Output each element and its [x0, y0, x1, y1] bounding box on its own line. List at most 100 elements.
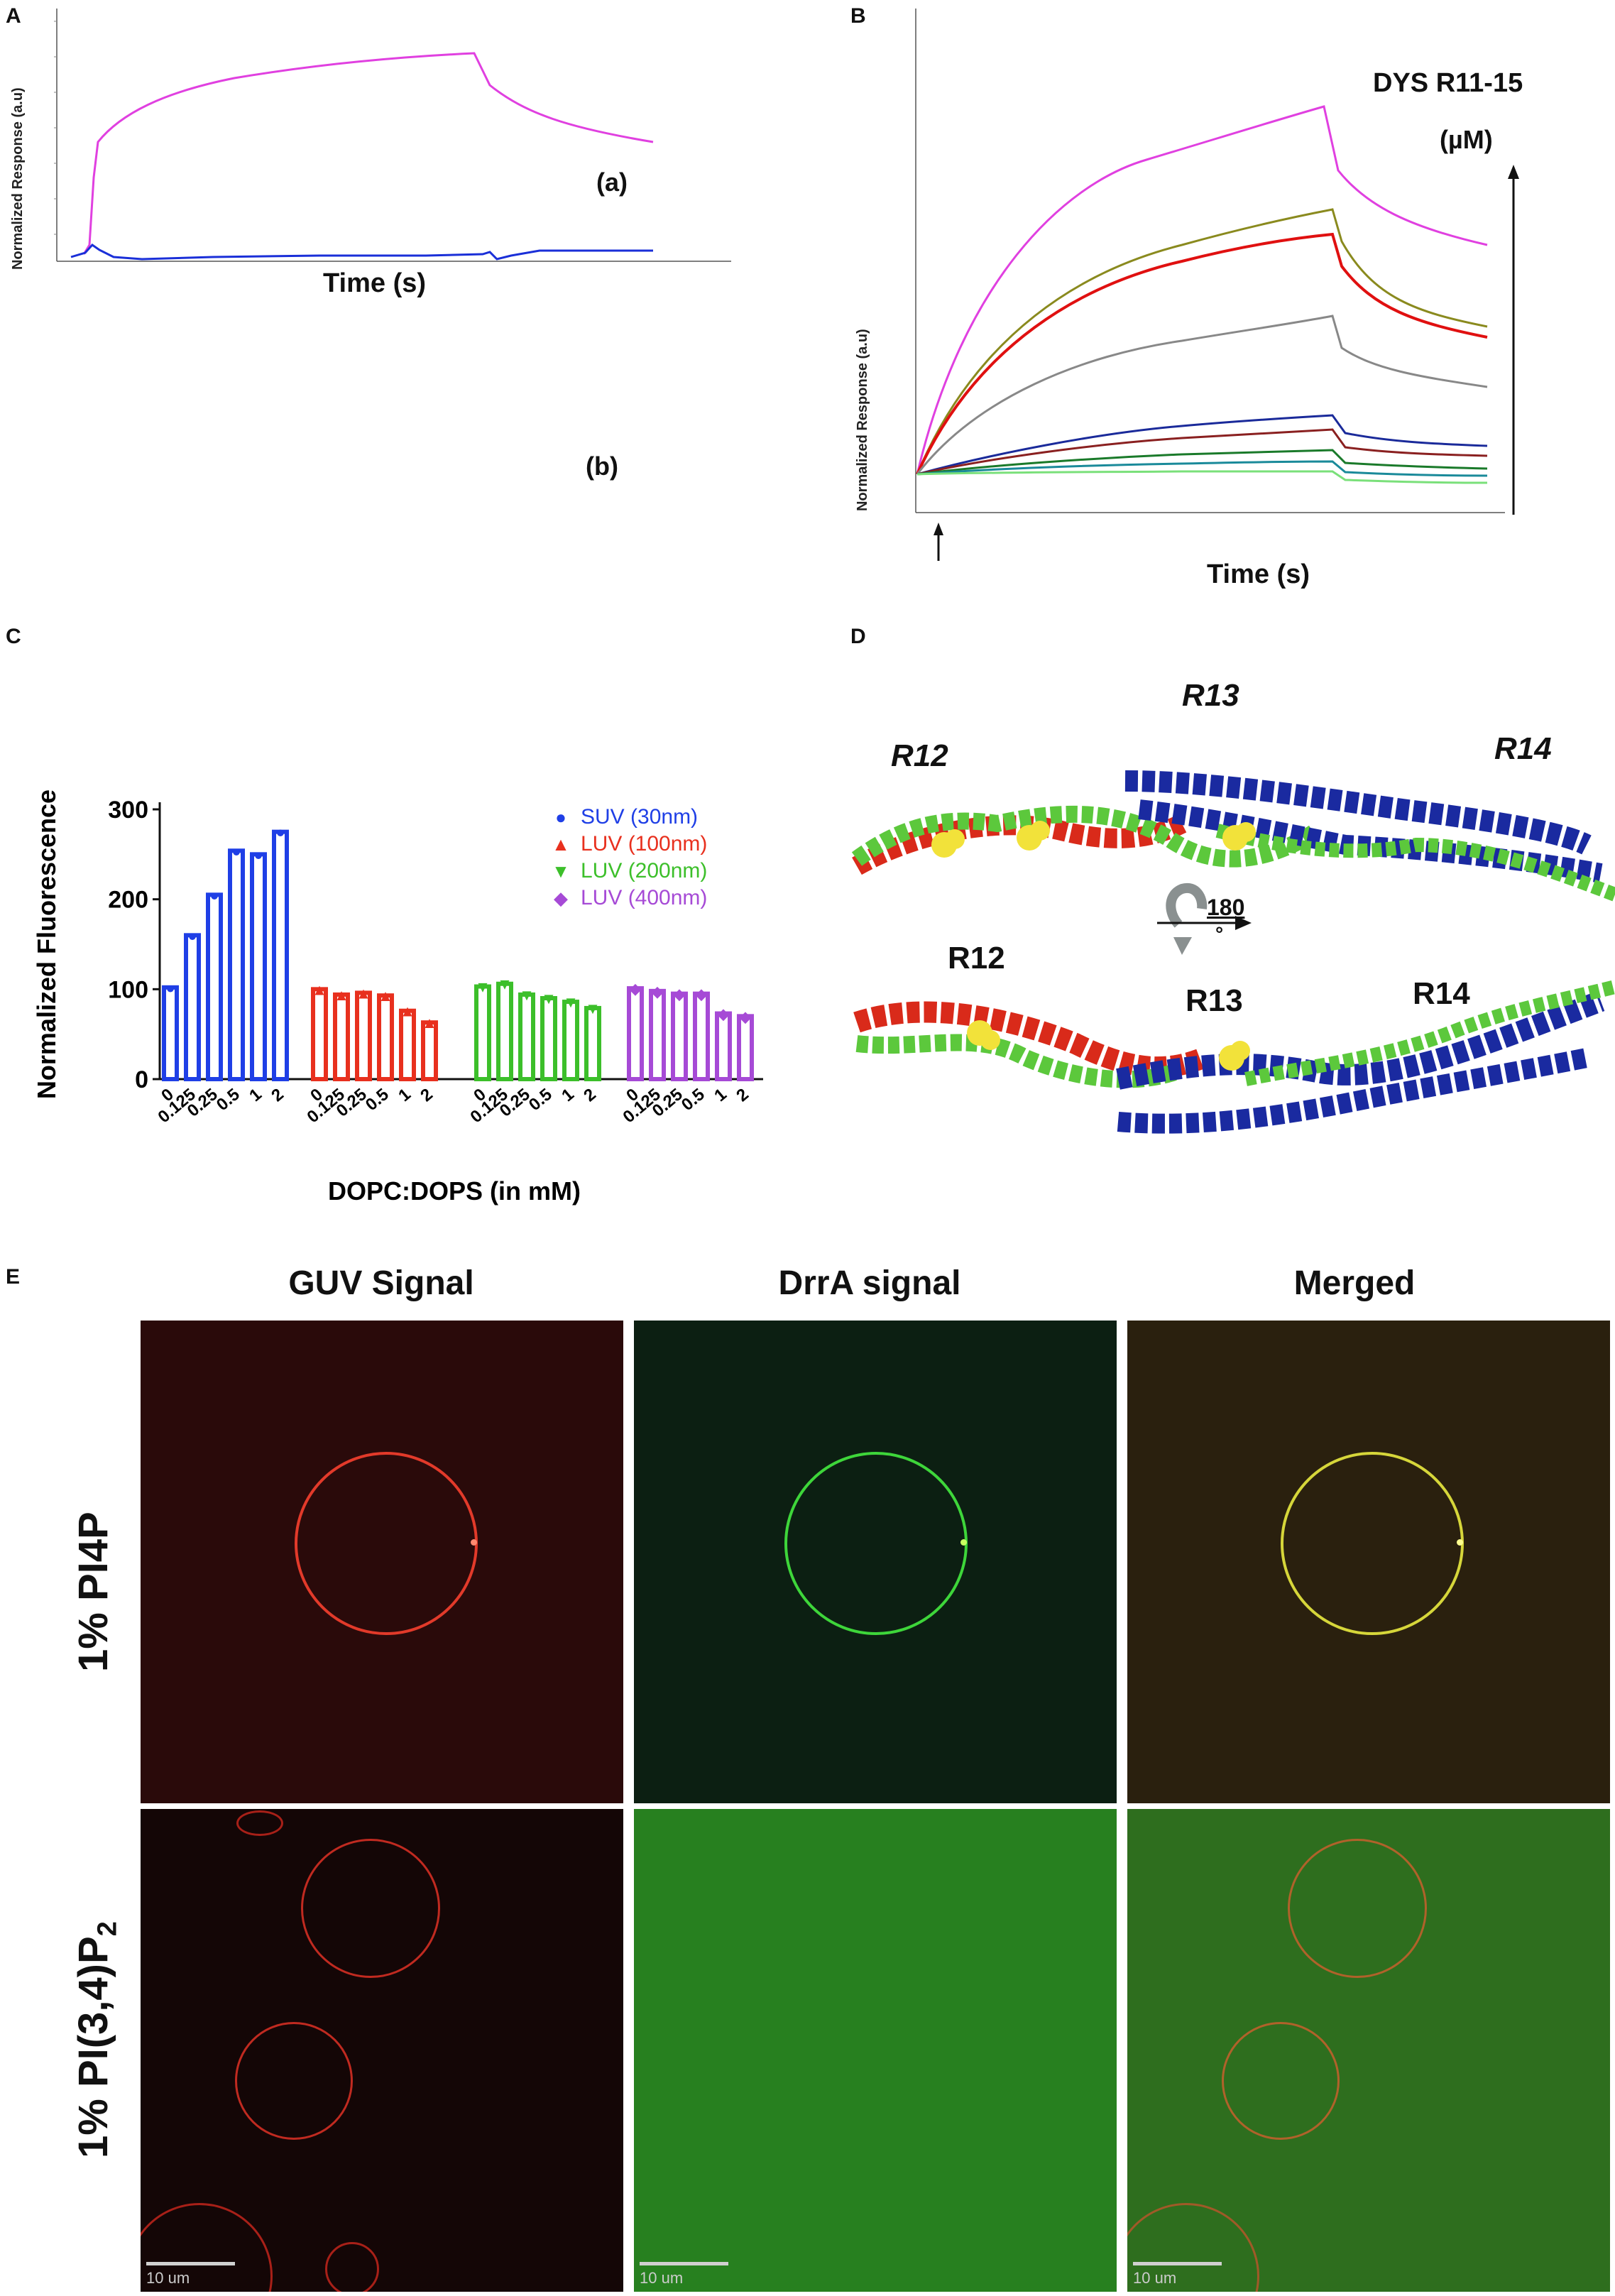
legend-label: LUV (100nm): [581, 832, 707, 855]
bar-marker: ▲: [312, 980, 327, 998]
helix-bot-blue-2: [1117, 1048, 1589, 1134]
bar: [671, 991, 688, 1082]
scale-bar-text-1: 10 um: [146, 2269, 190, 2287]
bar-marker: ●: [187, 926, 197, 944]
bar: [584, 1005, 601, 1082]
bar: [737, 1014, 754, 1081]
x-tick-label: 1: [711, 1085, 730, 1105]
bar-marker: ◆: [718, 1005, 730, 1023]
legend-label: LUV (400nm): [581, 886, 707, 909]
curve-a-label: (a): [596, 168, 628, 197]
helix-top-green-2: [1215, 824, 1615, 902]
scale-bar-text-3: 10 um: [1133, 2269, 1177, 2287]
micrograph-pi34p2-guv: [141, 1809, 623, 2292]
bar-marker: ▲: [400, 1002, 415, 1020]
y-tick-label: 0: [135, 1066, 148, 1093]
helix-top-green: [851, 805, 1322, 868]
bar: [333, 992, 350, 1082]
micrograph-pi4p-guv: [141, 1321, 623, 1803]
bar-marker: ◆: [674, 985, 686, 1003]
label-r12-top: R12: [891, 738, 948, 773]
legend-marker: ◆: [554, 887, 568, 909]
bar-marker: ▲: [378, 987, 393, 1005]
legend-marker: ▲: [552, 833, 570, 855]
bar-marker: ▼: [475, 978, 491, 996]
column-header-drra: DrrA signal: [778, 1264, 961, 1302]
bar-marker: ●: [275, 824, 285, 841]
x-tick-label: 2: [580, 1085, 600, 1105]
bar: [377, 993, 394, 1082]
curve-b-label-visible: (b): [586, 452, 618, 481]
bar-marker: ◆: [652, 983, 664, 1000]
label-r14-top: R14: [1494, 731, 1552, 766]
bar-marker: ◆: [630, 980, 642, 997]
bar: [649, 988, 666, 1081]
x-axis-label: DOPC:DOPS (in mM): [328, 1176, 581, 1206]
panel-c-chart: 0100200300●0●0.125●0.25●0.5●1●2▲0▲0.125▲…: [32, 789, 763, 1206]
panel-a-label: A: [6, 4, 21, 28]
legend-title: DYS R11-15: [1373, 68, 1523, 98]
scale-bar-3: [1133, 2262, 1222, 2265]
bar-marker: ▲: [356, 984, 371, 1002]
y-tick-label: 100: [108, 976, 148, 1003]
bar-marker: ●: [209, 886, 219, 904]
bar: [228, 848, 245, 1081]
rotation-arrow-icon: [1166, 882, 1208, 928]
protein-structure: [851, 770, 1615, 1134]
rotation-label: 180: [1207, 895, 1245, 920]
bar-marker: ●: [253, 846, 263, 863]
panel-b-ylabel: Normalized Response (a.u): [855, 329, 870, 511]
x-tick-label: 1: [246, 1085, 265, 1105]
label-r14-bottom: R14: [1413, 976, 1470, 1011]
y-tick-label: 200: [108, 887, 148, 914]
panel-a-ylabel: Normalized Response (a.u): [10, 87, 26, 270]
bar-marker: ◆: [740, 1007, 752, 1025]
bar: [715, 1011, 732, 1081]
panel-b-plot: [915, 9, 1519, 561]
bar: [627, 986, 644, 1081]
y-axis-label: Normalized Fluorescence: [32, 789, 61, 1099]
bar-marker: ▼: [541, 990, 557, 1007]
bar-marker: ▲: [334, 986, 349, 1004]
panel-d-label: D: [850, 625, 866, 648]
panel-b-xlabel: Time (s): [1207, 559, 1310, 589]
label-r13-top: R13: [1182, 678, 1239, 713]
panel-e-label: E: [6, 1265, 21, 1289]
bar: [496, 981, 513, 1081]
bar-marker: ▲: [422, 1014, 437, 1032]
bar: [250, 852, 267, 1081]
bar-marker: ▼: [585, 1000, 601, 1017]
bar-marker: ●: [231, 842, 241, 860]
bar: [474, 984, 491, 1081]
micrograph-pi34p2-drra: [634, 1809, 1117, 2292]
micrograph-pi34p2-merged: [1127, 1809, 1610, 2292]
micrograph-pi4p-drra: [634, 1321, 1117, 1803]
bar-marker: ▼: [497, 975, 513, 993]
bar: [693, 991, 710, 1082]
legend-label: SUV (30nm): [581, 805, 698, 829]
x-tick-label: 2: [733, 1085, 752, 1105]
legend-marker: ●: [555, 807, 566, 828]
x-tick-label: 0.5: [678, 1085, 708, 1115]
panel-b-label: B: [850, 4, 866, 28]
bar-marker: ◆: [696, 985, 708, 1003]
bar: [355, 990, 372, 1082]
x-tick-label: 1: [558, 1085, 578, 1105]
scale-bar-text-2: 10 um: [640, 2269, 684, 2287]
bar: [311, 987, 328, 1081]
bar: [272, 829, 289, 1081]
legend-label: LUV (200nm): [581, 859, 707, 882]
helix-bot-blue: [1116, 990, 1605, 1090]
x-tick-label: 2: [268, 1085, 288, 1105]
helix-bot-green-2: [1244, 980, 1615, 1086]
row-header-pi4p: 1% PI4P: [70, 1511, 116, 1672]
micrograph-pi4p-merged: [1127, 1321, 1610, 1803]
bar: [518, 992, 535, 1082]
x-tick-label: 0.5: [362, 1085, 393, 1115]
scale-bar-2: [640, 2262, 728, 2265]
bar: [540, 996, 557, 1081]
label-r12-bottom: R12: [948, 941, 1005, 975]
helix-bot-green: [855, 1034, 1178, 1088]
helix-top-blue: [1124, 770, 1592, 855]
bar-marker: ●: [165, 979, 175, 997]
